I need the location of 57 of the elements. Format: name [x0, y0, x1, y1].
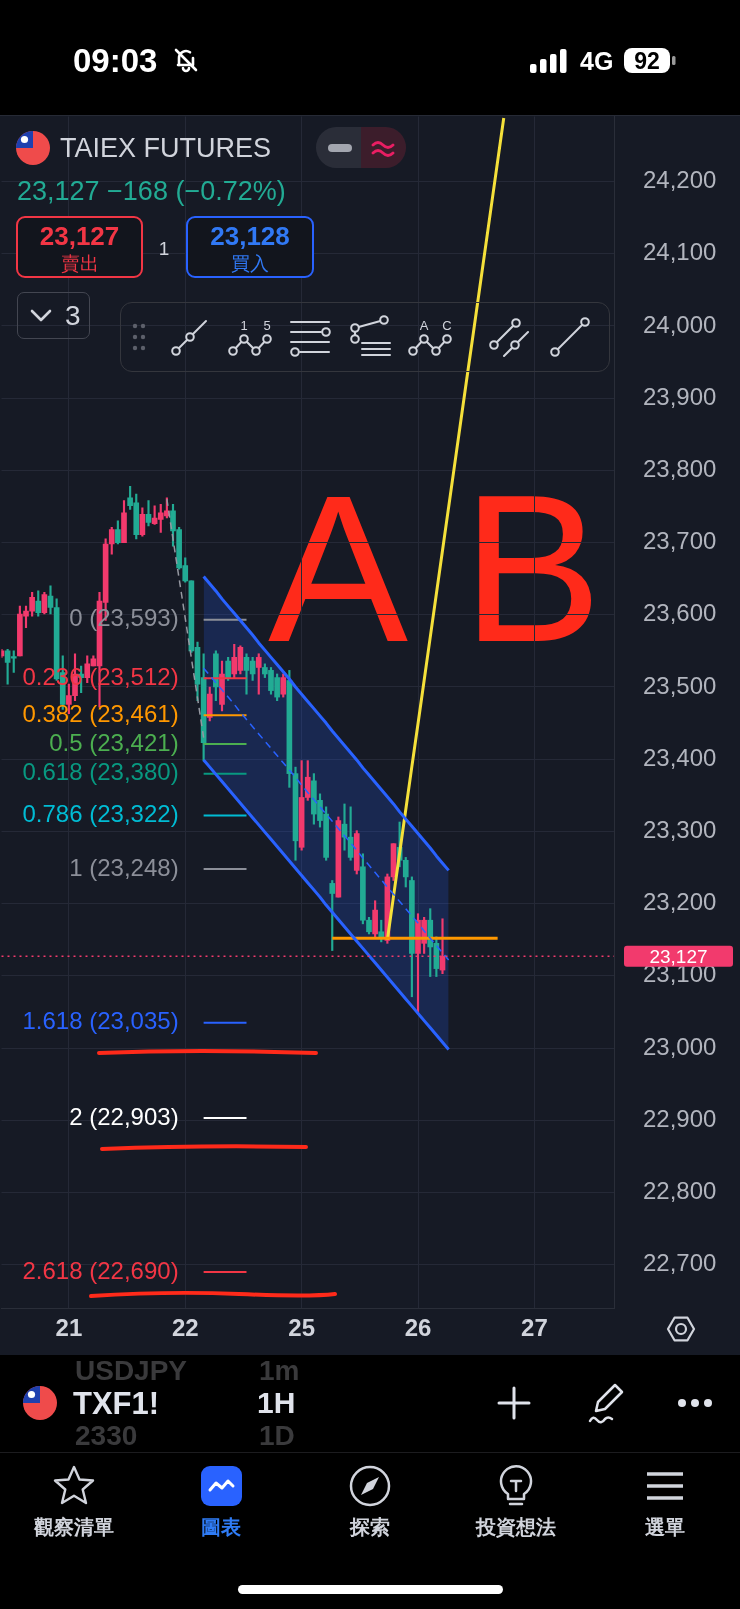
series-label: 1.618 (23,035): [22, 1007, 179, 1035]
y-tick-label: 24,000: [643, 310, 717, 338]
line-series: [202, 667, 450, 961]
annotation: A: [419, 318, 429, 334]
text: 1D: [259, 1420, 295, 1451]
annotation: 賣出: [60, 252, 99, 274]
series-label: 0.5 (23,421): [49, 728, 179, 756]
annotation: 1: [240, 318, 248, 334]
annotation: B: [462, 451, 603, 686]
text: TAIEX FUTURES: [60, 132, 272, 163]
annotation: 23,128: [210, 221, 290, 251]
y-tick-label: 23,000: [643, 1032, 717, 1060]
annotation: A: [268, 451, 409, 686]
y-tick-label: 23,800: [643, 454, 717, 482]
y-tick-label: 24,200: [643, 166, 717, 194]
y-tick-label: 22,900: [643, 1104, 717, 1132]
y-tick-label: 22,700: [643, 1249, 717, 1277]
y-tick-label: 23,200: [643, 888, 717, 916]
text: 4G: [580, 46, 614, 75]
text: 23,127 −168 (−0.72%): [17, 175, 286, 206]
series-label: 0.786 (23,322): [22, 800, 179, 828]
y-tick-label: 23,700: [643, 527, 717, 555]
text: 92: [634, 47, 660, 74]
text: 1m: [259, 1355, 300, 1386]
x-tick-label: 22: [171, 1314, 199, 1342]
annotation: 5: [263, 318, 271, 334]
annotation: 23,127: [39, 221, 120, 251]
x-tick-label: 25: [288, 1314, 315, 1342]
text: 2330: [75, 1420, 138, 1451]
series-label: 2 (22,903): [69, 1102, 179, 1130]
text: 選單: [645, 1516, 685, 1538]
y-tick-label: 24,100: [643, 238, 717, 266]
x-tick-label: 26: [404, 1314, 432, 1342]
y-tick-label: 23,900: [643, 382, 717, 410]
annotation: C: [442, 318, 452, 334]
text: TXF1!: [73, 1385, 160, 1421]
y-tick-label: 22,800: [643, 1177, 717, 1205]
annotation: 買入: [231, 252, 269, 274]
series-label: 2.618 (22,690): [22, 1256, 179, 1284]
text: 觀察清單: [34, 1516, 114, 1538]
series-label: 0.618 (23,380): [22, 758, 179, 786]
text: 圖表: [201, 1516, 241, 1538]
text: 投資想法: [476, 1516, 556, 1538]
annotation: 1: [158, 237, 170, 259]
y-tick-label: 23,400: [643, 743, 717, 771]
y-tick-label: 23,600: [643, 599, 717, 627]
text: 09:03: [73, 41, 158, 79]
x-tick-label: 27: [521, 1314, 548, 1342]
text: 探索: [350, 1516, 390, 1538]
series-label: 1 (23,248): [69, 853, 179, 881]
y-tick-label: 23,500: [643, 671, 717, 699]
x-tick-label: 21: [55, 1314, 83, 1342]
y-tick-label: 23,300: [643, 816, 717, 844]
annotation: 3: [65, 300, 81, 331]
text: USDJPY: [75, 1355, 188, 1386]
text: 1H: [257, 1386, 296, 1419]
series-label: 0.382 (23,461): [22, 699, 179, 727]
